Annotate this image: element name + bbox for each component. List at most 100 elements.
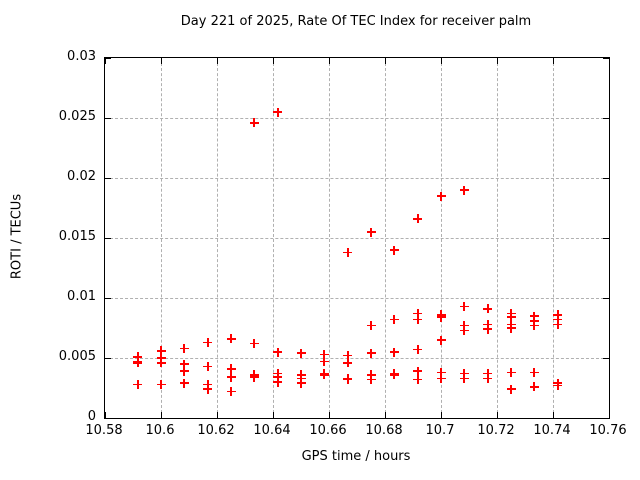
x-tick-mark [217,58,218,64]
data-point-marker [529,316,539,326]
y-tick-label: 0 [87,409,96,424]
data-point-marker [413,345,423,355]
data-point-marker [273,107,283,117]
data-point-marker [343,351,353,361]
x-tick-label: 10.62 [197,423,235,438]
y-tick-label: 0.02 [67,169,96,184]
data-point-marker [273,372,283,382]
x-tick-mark [441,412,442,418]
y-tick-label: 0.03 [67,49,96,64]
x-axis-label: GPS time / hours [301,449,411,464]
y-tick-mark [603,298,609,299]
data-point-marker [436,335,446,345]
plot-area [104,57,610,419]
x-tick-mark [497,58,498,64]
data-point-marker [226,372,236,382]
data-point-marker [133,358,143,368]
x-tick-mark [385,58,386,64]
data-point-marker [203,361,213,371]
data-point-marker [389,347,399,357]
data-point-marker [436,373,446,383]
x-tick-label: 10.74 [533,423,571,438]
y-axis-label: ROTI / TECUs [9,193,25,280]
x-tick-label: 10.72 [477,423,515,438]
x-tick-mark [105,58,106,64]
data-point-marker [179,359,189,369]
data-point-marker [319,370,329,380]
x-tick-mark [609,412,610,418]
y-tick-label: 0.015 [58,229,96,244]
x-tick-label: 10.76 [589,423,627,438]
data-point-marker [436,191,446,201]
y-tick-mark [603,418,609,419]
data-point-marker [296,348,306,358]
data-point-marker [506,367,516,377]
data-point-marker [459,369,469,379]
data-point-marker [506,384,516,394]
x-tick-mark [553,58,554,64]
data-point-marker [249,118,259,128]
data-point-marker [413,315,423,325]
data-point-marker [483,304,493,314]
data-point-marker [296,373,306,383]
data-point-marker [483,373,493,383]
x-tick-mark [609,58,610,64]
x-tick-mark [329,412,330,418]
x-tick-mark [161,412,162,418]
data-point-marker [273,347,283,357]
x-tick-mark [273,58,274,64]
x-tick-mark [329,58,330,64]
data-point-marker [179,378,189,388]
y-tick-mark [603,238,609,239]
data-point-marker [459,373,469,383]
x-tick-mark [497,412,498,418]
data-point-marker [133,352,143,362]
data-point-marker [413,366,423,376]
data-point-marker [459,325,469,335]
y-tick-mark [105,358,111,359]
data-point-marker [506,312,516,322]
data-point-marker [366,227,376,237]
horizontal-gridline [105,358,609,359]
data-point-marker [179,366,189,376]
x-tick-mark [217,412,218,418]
data-point-marker [413,375,423,385]
data-point-marker [156,346,166,356]
x-tick-mark [273,412,274,418]
data-point-marker [343,247,353,257]
data-point-marker [529,321,539,331]
x-tick-mark [161,58,162,64]
data-point-marker [506,323,516,333]
data-point-marker [366,370,376,380]
data-point-marker [319,357,329,367]
data-point-marker [273,377,283,387]
data-point-marker [389,370,399,380]
x-tick-label: 10.7 [425,423,455,438]
data-point-marker [133,379,143,389]
y-tick-mark [105,418,111,419]
y-tick-mark [105,178,111,179]
y-tick-mark [105,118,111,119]
data-point-marker [459,301,469,311]
data-point-marker [483,369,493,379]
data-point-marker [343,358,353,368]
data-point-marker [389,315,399,325]
data-point-marker [226,334,236,344]
data-point-marker [156,353,166,363]
data-point-marker [156,358,166,368]
y-tick-mark [105,238,111,239]
data-point-marker [366,321,376,331]
x-tick-label: 10.6 [145,423,175,438]
data-point-marker [529,311,539,321]
data-point-marker [203,379,213,389]
horizontal-gridline [105,178,609,179]
chart-title: Day 221 of 2025, Rate Of TEC Index for r… [180,14,532,29]
data-point-marker [413,214,423,224]
y-tick-label: 0.01 [67,289,96,304]
data-point-marker [529,382,539,392]
data-point-marker [553,319,563,329]
y-tick-label: 0.005 [58,349,96,364]
data-point-marker [203,337,213,347]
x-tick-label: 10.66 [309,423,347,438]
